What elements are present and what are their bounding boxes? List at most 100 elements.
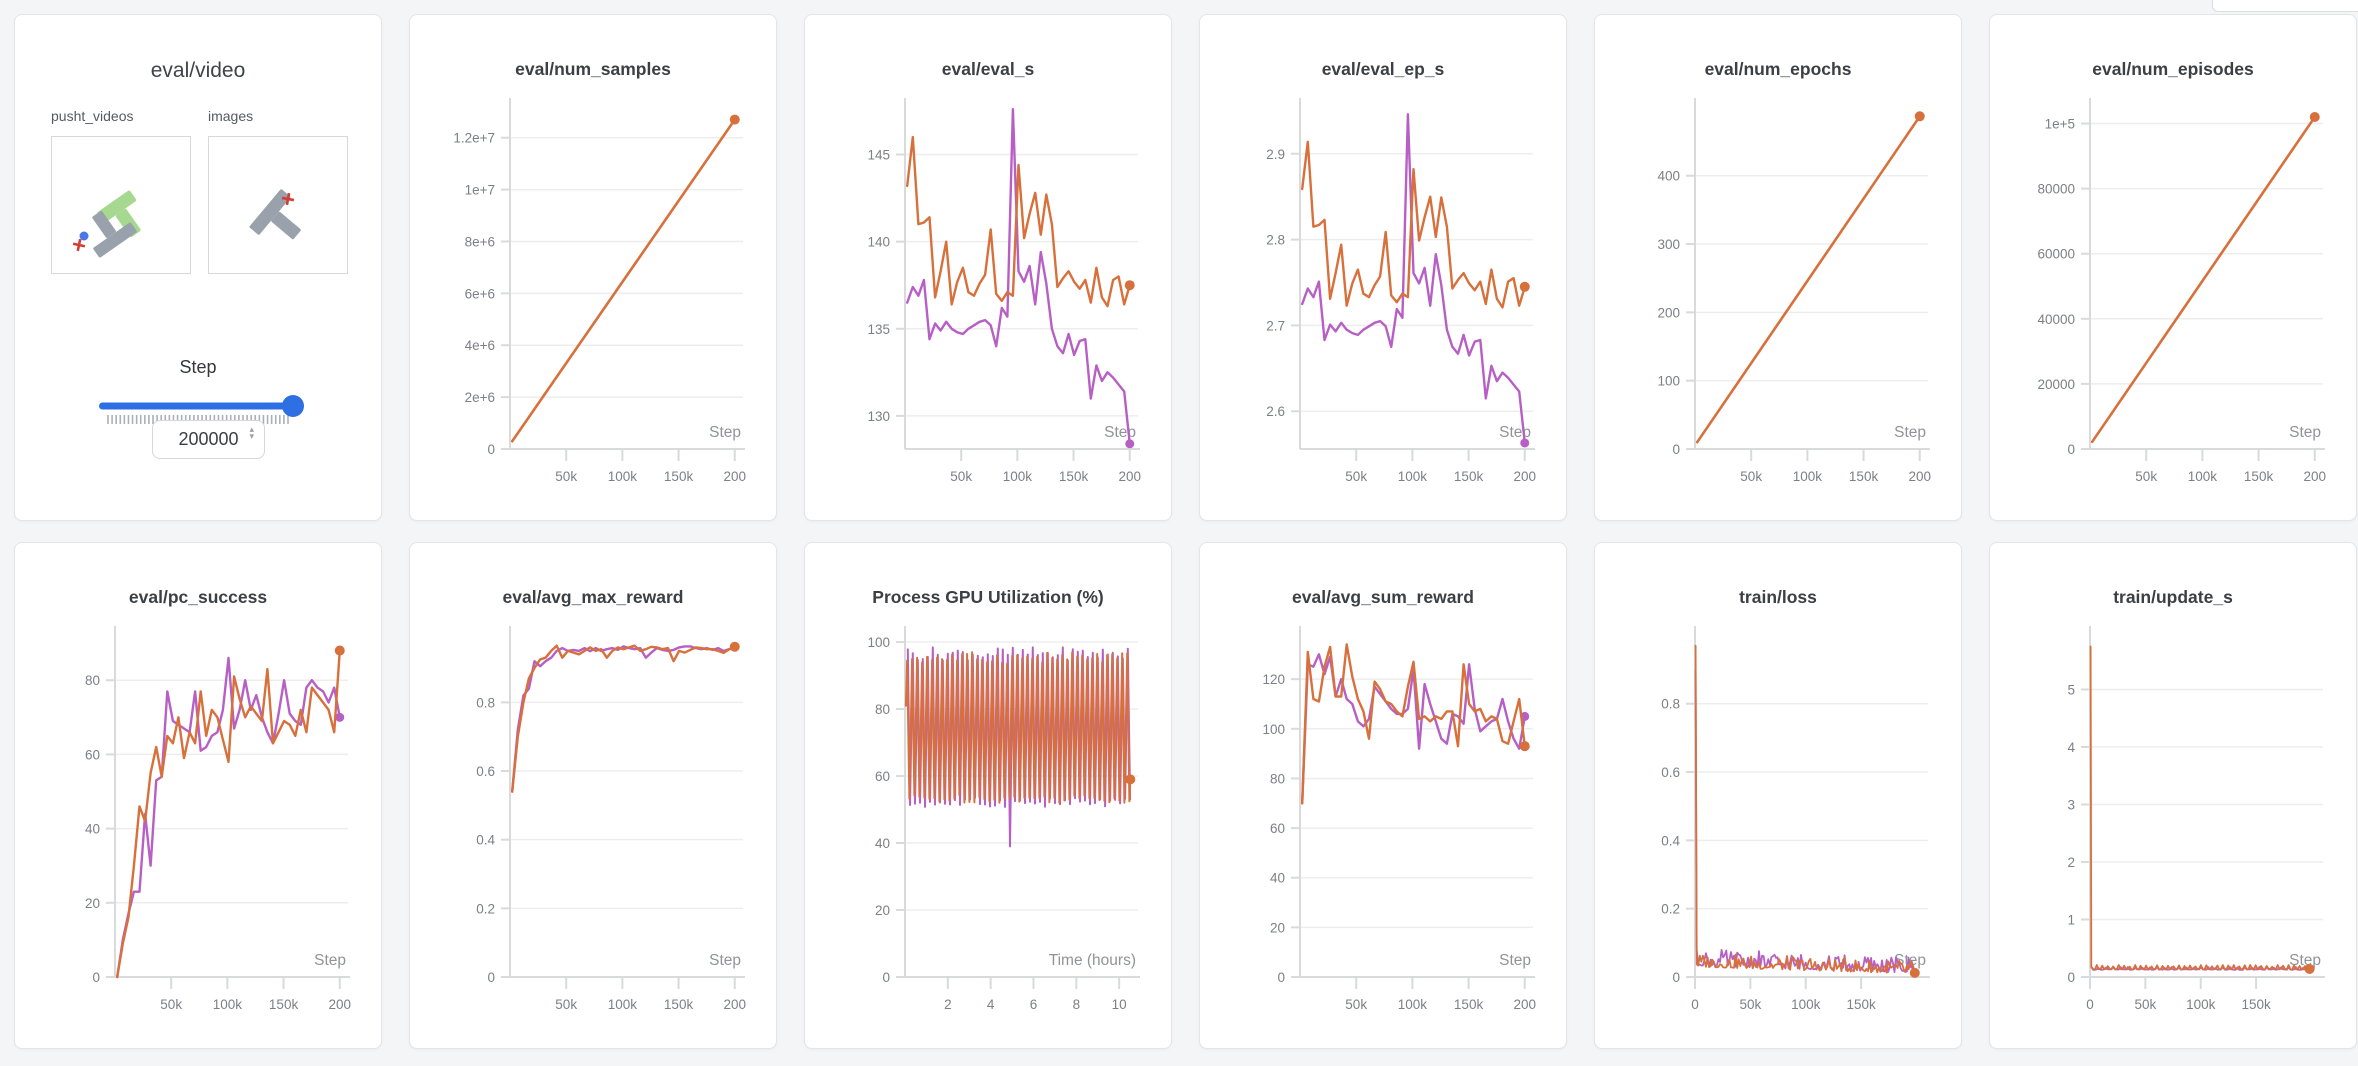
y-tick-label: 120 (1262, 672, 1285, 687)
target-cross-icon (281, 192, 295, 206)
y-tick-label: 1e+5 (2045, 117, 2075, 132)
chart-plot-eval-num-epochs[interactable]: 0 100 200 300 400 50k 100k 150k 200 Step (1595, 15, 1961, 520)
purple-run-line (116, 656, 341, 979)
y-tick-label: 0 (487, 442, 495, 457)
orange-run-line (1301, 140, 1526, 309)
x-axis-label: Step (709, 952, 741, 969)
x-tick-label: 50k (1740, 469, 1762, 484)
orange-run-end-dot (1519, 281, 1530, 292)
y-tick-label: 5 (2067, 683, 2075, 698)
chart-title: eval/pc_success (128, 587, 268, 607)
x-tick-label: 2 (944, 997, 952, 1012)
x-axis-label: Step (314, 952, 346, 969)
chart-plot-eval-eval-s[interactable]: 130 135 140 145 50k 100k 150k 200 Step (805, 15, 1171, 520)
x-axis-label: Step (2289, 952, 2321, 969)
y-tick-label: 60000 (2037, 247, 2075, 262)
spinner-up-icon[interactable]: ▴ (249, 424, 254, 434)
y-tick-label: 40 (1270, 871, 1285, 886)
y-tick-label: 3 (2067, 798, 2075, 813)
images-thumbnail[interactable] (208, 136, 348, 274)
pusht-videos-thumbnail[interactable] (51, 136, 191, 274)
x-tick-label: 150k (664, 469, 694, 484)
y-tick-label: 1.2e+7 (453, 131, 495, 146)
chart-panel-eval-pc-success: eval/pc_success 0 20 40 60 80 50k 100k 150k 200 St… (14, 542, 382, 1049)
purple-run-end-dot (1520, 438, 1530, 448)
chart-panel-eval-num-samples: eval/num_samples 0 2e+6 4e+6 6e+6 8e+6 1e+7 1.2… (409, 14, 777, 521)
y-tick-label: 2.7 (1266, 318, 1285, 333)
x-tick-label: 0 (1691, 997, 1699, 1012)
orange-run-end-dot (1909, 967, 1920, 978)
target-cross-icon (72, 238, 86, 252)
x-tick-label: 0 (2086, 997, 2094, 1012)
x-tick-label: 50k (2134, 997, 2156, 1012)
x-tick-label: 100k (608, 469, 638, 484)
orange-run-line (511, 644, 736, 793)
y-tick-label: 135 (867, 322, 890, 337)
x-tick-label: 50k (160, 997, 182, 1012)
orange-run-line (1695, 115, 1922, 444)
y-tick-label: 200 (1657, 305, 1680, 320)
y-tick-label: 2.9 (1266, 147, 1285, 162)
spinner-down-icon[interactable]: ▾ (249, 431, 254, 441)
chart-panel-train-loss: train/loss 0 0.2 0.4 0.6 0.8 0 50k 100k 150k Step (1594, 542, 1962, 1049)
chart-title: eval/avg_max_reward (502, 587, 684, 607)
chart-plot-train-update-s[interactable]: 0 1 2 3 4 5 0 50k 100k 150k Step (1990, 543, 2356, 1048)
x-tick-label: 50k (2135, 469, 2157, 484)
y-tick-label: 300 (1657, 237, 1680, 252)
panel-grid: eval/video pusht_videos images Step 200000 ▴ ▾… (14, 14, 2357, 1049)
x-tick-label: 50k (1345, 469, 1367, 484)
y-tick-label: 6e+6 (465, 286, 495, 301)
x-tick-label: 200 (328, 997, 351, 1012)
y-tick-label: 80 (85, 673, 100, 688)
x-tick-label: 50k (555, 997, 577, 1012)
chart-title: Process GPU Utilization (%) (872, 587, 1104, 607)
purple-run-line (906, 108, 1131, 445)
thumbnail-label: images (208, 108, 254, 124)
y-tick-label: 2.6 (1266, 404, 1285, 419)
y-tick-label: 0.6 (1661, 765, 1680, 780)
x-tick-label: 6 (1030, 997, 1038, 1012)
x-tick-label: 150k (1454, 469, 1484, 484)
y-tick-label: 100 (867, 635, 890, 650)
chart-plot-process-gpu-utilization[interactable]: 0 20 40 60 80 100 2 4 6 8 10 Time (hours) (805, 543, 1171, 1048)
x-tick-label: 150k (1059, 469, 1089, 484)
x-axis-label: Step (1104, 424, 1136, 441)
y-tick-label: 0 (1672, 442, 1680, 457)
x-tick-label: 150k (2241, 997, 2271, 1012)
y-tick-label: 100 (1657, 374, 1680, 389)
step-slider-handle[interactable] (282, 395, 304, 417)
chart-panel-eval-avg-max-reward: eval/avg_max_reward 0 0.2 0.4 0.6 0.8 50k 100k 1… (409, 542, 777, 1049)
chart-plot-eval-avg-sum-reward[interactable]: 0 20 40 60 80 100 120 50k 100k 150k 200 Step (1200, 543, 1566, 1048)
x-tick-label: 200 (723, 469, 746, 484)
chart-panel-eval-num-epochs: eval/num_epochs 0 100 200 300 400 50k 100k 150k 2… (1594, 14, 1962, 521)
step-number-input[interactable]: 200000 ▴ ▾ (152, 420, 265, 459)
y-tick-label: 100 (1262, 722, 1285, 737)
x-tick-label: 100k (2188, 469, 2218, 484)
y-tick-label: 2 (2067, 855, 2075, 870)
x-tick-label: 50k (950, 469, 972, 484)
chart-plot-eval-pc-success[interactable]: 0 20 40 60 80 50k 100k 150k 200 Step (15, 543, 381, 1048)
y-tick-label: 0 (2067, 442, 2075, 457)
chart-plot-eval-num-samples[interactable]: 0 2e+6 4e+6 6e+6 8e+6 1e+7 1.2e+7 50k 100k 150k 20… (410, 15, 776, 520)
purple-run-end-dot (1125, 439, 1135, 449)
purple-run-end-dot (335, 712, 345, 722)
orange-run-line (2089, 645, 2311, 971)
x-axis-label: Step (1499, 952, 1531, 969)
gray-t-shape (92, 210, 137, 258)
chart-plot-eval-num-episodes[interactable]: 0 20000 40000 60000 80000 1e+5 50k 100k 150k 200 S… (1990, 15, 2356, 520)
x-axis-label: Step (1499, 424, 1531, 441)
y-tick-label: 60 (85, 747, 100, 762)
chart-plot-eval-eval-ep-s[interactable]: 2.6 2.7 2.8 2.9 50k 100k 150k 200 Step (1200, 15, 1566, 520)
step-slider-track[interactable] (99, 402, 301, 410)
y-tick-label: 20 (875, 903, 890, 918)
x-tick-label: 4 (987, 997, 995, 1012)
orange-run-line (510, 118, 737, 443)
y-tick-label: 80000 (2037, 182, 2075, 197)
orange-run-line (904, 651, 1132, 804)
chart-plot-eval-avg-max-reward[interactable]: 0 0.2 0.4 0.6 0.8 50k 100k 150k 200 Step (410, 543, 776, 1048)
y-tick-label: 60 (1270, 821, 1285, 836)
x-axis-label: Time (hours) (1049, 952, 1136, 969)
orange-run-end-dot (334, 645, 345, 656)
y-tick-label: 40 (85, 822, 100, 837)
